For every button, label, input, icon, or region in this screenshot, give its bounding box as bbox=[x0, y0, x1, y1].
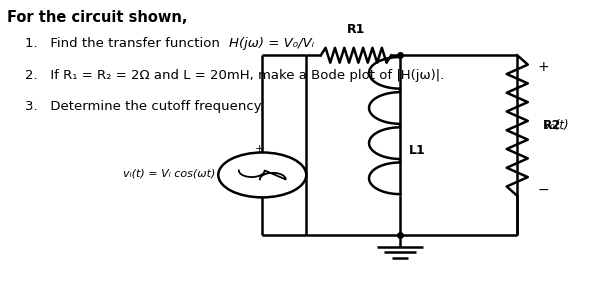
Text: H(jω) = V₀/Vᵢ: H(jω) = V₀/Vᵢ bbox=[229, 37, 314, 50]
Text: 3.   Determine the cutoff frequency.: 3. Determine the cutoff frequency. bbox=[25, 100, 264, 113]
Text: R2: R2 bbox=[542, 119, 561, 132]
Text: +: + bbox=[254, 144, 264, 154]
Text: 2.   If R₁ = R₂ = 2Ω and L = 20mH, make a Bode plot of |H(jω)|.: 2. If R₁ = R₂ = 2Ω and L = 20mH, make a … bbox=[25, 69, 444, 82]
Text: For the circuit shown,: For the circuit shown, bbox=[7, 10, 188, 25]
Text: −: − bbox=[538, 183, 550, 197]
Text: 1.   Find the transfer function: 1. Find the transfer function bbox=[25, 37, 224, 50]
Text: L1: L1 bbox=[409, 143, 426, 156]
Text: vᵢ(t) = Vᵢ cos(ωt): vᵢ(t) = Vᵢ cos(ωt) bbox=[123, 169, 216, 178]
Text: v₀(t): v₀(t) bbox=[544, 119, 570, 132]
Text: R1: R1 bbox=[347, 23, 365, 36]
Text: +: + bbox=[538, 60, 550, 74]
